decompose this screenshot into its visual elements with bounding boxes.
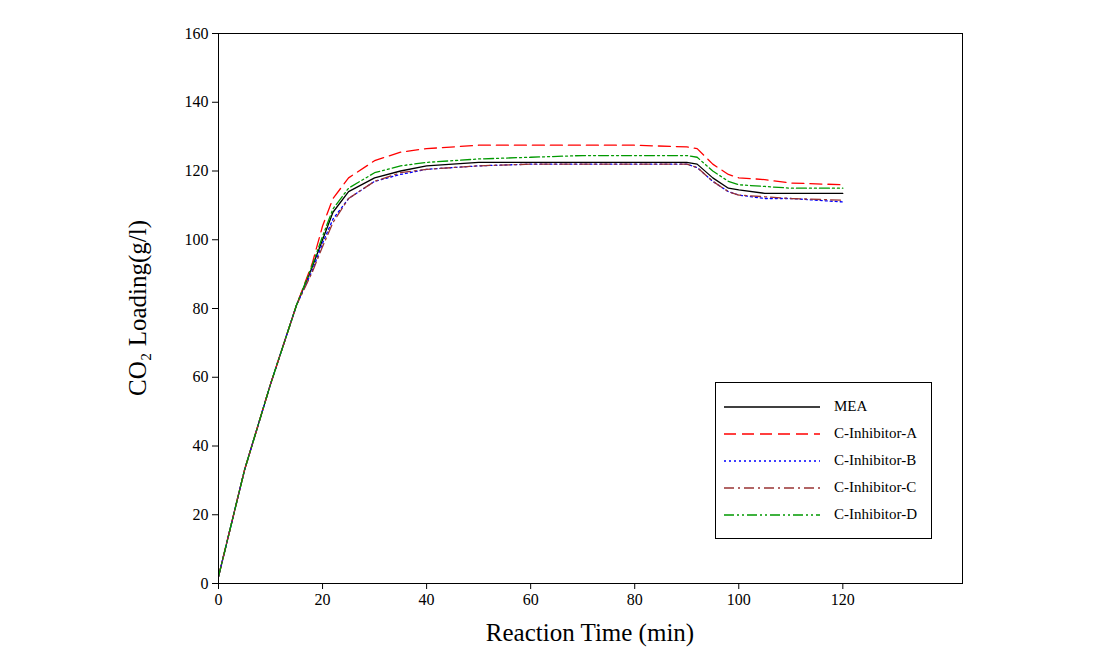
svg-text:0: 0 xyxy=(201,575,209,592)
svg-text:120: 120 xyxy=(185,162,209,179)
svg-text:40: 40 xyxy=(193,437,209,454)
svg-text:160: 160 xyxy=(185,25,209,42)
svg-text:60: 60 xyxy=(193,368,209,385)
html-text:C-Inhibitor-A: C-Inhibitor-A xyxy=(834,425,917,441)
html-text:C-Inhibitor-B: C-Inhibitor-B xyxy=(834,452,917,468)
html-text:CO₂ Loading(g/l): CO₂ Loading(g/l) xyxy=(124,220,151,396)
svg-text:20: 20 xyxy=(193,506,209,523)
svg-text:0: 0 xyxy=(215,591,223,608)
html-text:MEA: MEA xyxy=(834,398,868,414)
svg-text:100: 100 xyxy=(185,231,209,248)
svg-text:100: 100 xyxy=(727,591,751,608)
svg-text:20: 20 xyxy=(315,591,331,608)
html-text:C-Inhibitor-D: C-Inhibitor-D xyxy=(834,506,917,522)
svg-text:80: 80 xyxy=(193,300,209,317)
svg-text:60: 60 xyxy=(523,591,539,608)
html-text:C-Inhibitor-C: C-Inhibitor-C xyxy=(834,479,917,495)
svg-text:80: 80 xyxy=(627,591,643,608)
svg-text:140: 140 xyxy=(185,93,209,110)
svg-text:40: 40 xyxy=(419,591,435,608)
html-text:Reaction Time (min): Reaction Time (min) xyxy=(485,619,695,646)
svg-text:120: 120 xyxy=(831,591,855,608)
